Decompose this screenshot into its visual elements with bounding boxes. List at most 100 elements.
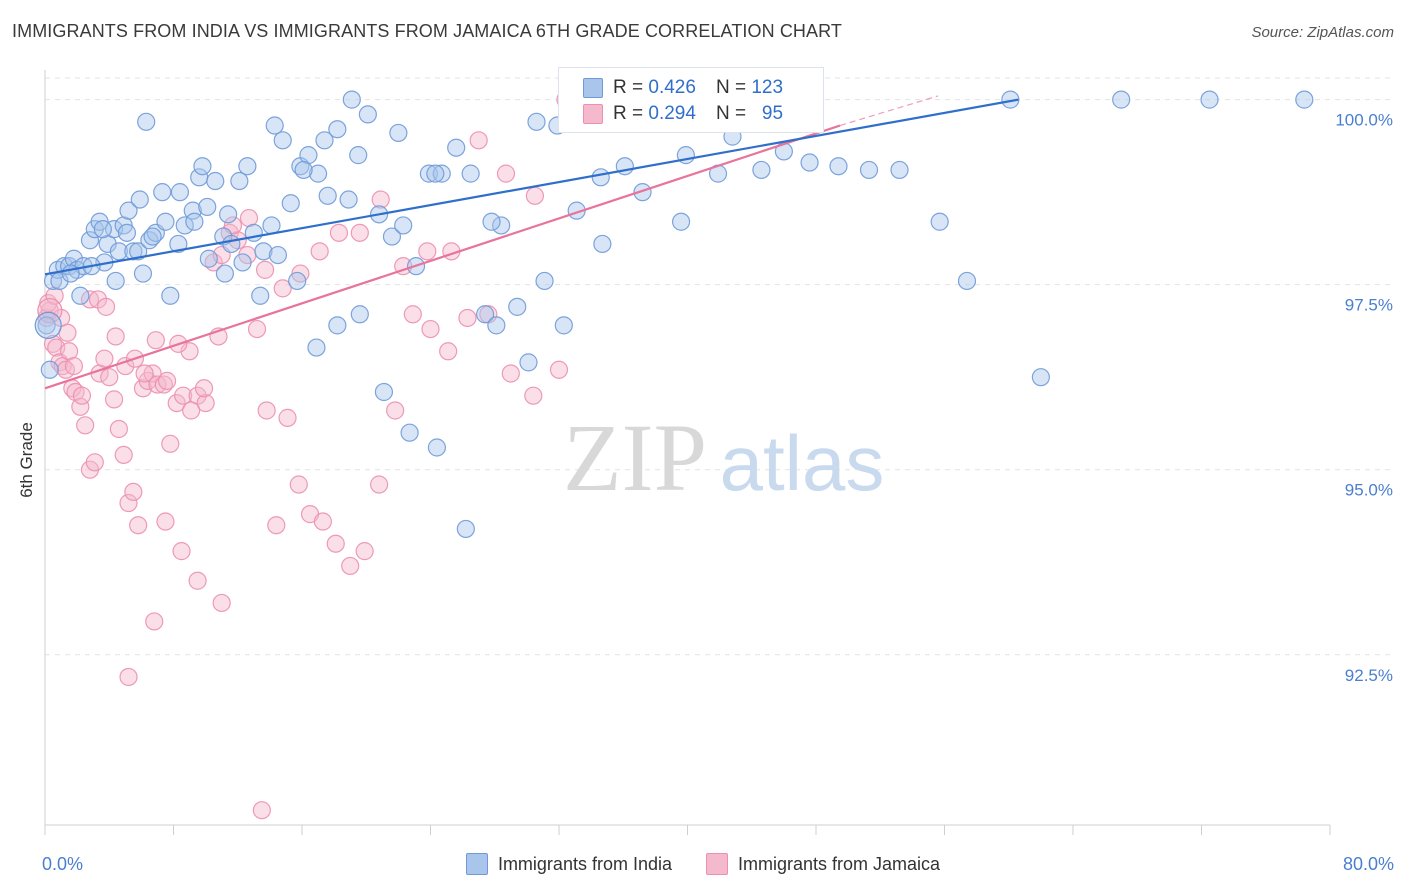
jamaica-point — [106, 327, 125, 346]
jamaica-point — [157, 371, 177, 390]
india-point — [890, 160, 909, 180]
jamaica-point — [109, 419, 128, 439]
india-point — [859, 160, 879, 180]
india-point — [206, 171, 225, 191]
jamaica-r-label: R = — [613, 103, 644, 124]
india-point — [328, 316, 347, 335]
jamaica-point — [146, 331, 165, 350]
jamaica-n-label: N = — [715, 103, 747, 124]
india-point — [318, 186, 337, 205]
jamaica-point — [278, 408, 297, 427]
legend-jamaica-swatch — [706, 853, 728, 875]
jamaica-trend-extension — [839, 95, 939, 127]
india-trend-line — [44, 98, 1019, 276]
bottom-legend: Immigrants from India Immigrants from Ja… — [0, 851, 1406, 877]
india-point — [198, 197, 217, 217]
jamaica-point — [145, 612, 164, 631]
india-point — [394, 216, 413, 235]
india-point — [342, 90, 361, 109]
jamaica-point — [161, 434, 180, 453]
jamaica-point — [439, 342, 458, 361]
jamaica-trend-line — [44, 124, 841, 390]
jamaica-point — [313, 512, 332, 531]
y-tick-label: 95.0% — [1345, 481, 1393, 500]
india-point — [219, 205, 238, 224]
stats-row-india: R = 0.426 N = 123 — [583, 75, 783, 101]
india-point — [64, 249, 84, 268]
watermark-atlas: atlas — [720, 419, 885, 507]
india-point — [143, 227, 162, 246]
legend-india-swatch — [465, 853, 488, 875]
jamaica-point — [247, 319, 267, 339]
series-india — [34, 90, 1314, 539]
legend-item-india[interactable]: Immigrants from India — [465, 851, 672, 877]
india-point — [119, 201, 138, 220]
jamaica-point — [386, 401, 405, 420]
jamaica-point — [267, 516, 286, 535]
india-point — [153, 183, 172, 202]
jamaica-point — [341, 556, 360, 576]
jamaica-point — [418, 242, 437, 261]
series-jamaica — [37, 90, 604, 820]
jamaica-point — [182, 401, 201, 420]
jamaica-point — [96, 297, 116, 316]
india-point — [829, 157, 848, 176]
india-point — [432, 164, 451, 183]
india-point — [389, 123, 408, 143]
india-point — [519, 353, 538, 372]
india-point — [447, 138, 466, 157]
jamaica-point — [119, 493, 138, 513]
jamaica-n-value: 95 — [761, 103, 784, 124]
india-point — [117, 223, 137, 242]
india-point — [461, 164, 480, 183]
india-point — [315, 131, 334, 150]
jamaica-point — [289, 475, 308, 494]
india-point — [633, 183, 652, 202]
jamaica-point — [257, 401, 276, 420]
india-point — [1200, 90, 1219, 109]
legend-item-jamaica[interactable]: Immigrants from Jamaica — [706, 851, 940, 877]
jamaica-point — [403, 305, 422, 324]
india-point — [339, 190, 358, 209]
jamaica-point — [501, 364, 520, 383]
jamaica-point — [114, 445, 133, 465]
jamaica-point — [469, 131, 488, 150]
jamaica-point — [421, 319, 440, 339]
india-swatch — [583, 78, 603, 98]
india-n-value: 123 — [751, 77, 784, 98]
india-point — [426, 164, 445, 183]
jamaica-point — [76, 416, 95, 435]
india-point — [476, 305, 495, 324]
india-point — [137, 112, 156, 131]
jamaica-point — [355, 542, 374, 561]
india-point — [400, 423, 419, 442]
india-point — [130, 190, 149, 209]
india-point — [1295, 90, 1314, 109]
india-point — [185, 212, 204, 231]
jamaica-point — [129, 516, 148, 535]
india-point — [109, 242, 128, 261]
india-point — [175, 216, 194, 235]
watermark-zip: ZIP — [563, 404, 707, 511]
india-point — [233, 253, 252, 272]
india-point — [752, 160, 771, 180]
jamaica-point — [116, 356, 135, 376]
india-point — [80, 231, 100, 250]
india-point — [288, 271, 307, 291]
jamaica-point — [212, 593, 231, 613]
india-point — [170, 183, 190, 202]
y-tick-label: 97.5% — [1345, 296, 1393, 315]
india-point — [527, 112, 546, 131]
india-point — [273, 131, 292, 150]
india-point — [254, 242, 273, 261]
india-point — [265, 116, 284, 135]
india-point — [262, 216, 281, 235]
india-point — [554, 316, 573, 335]
india-point — [294, 160, 313, 180]
jamaica-point — [85, 453, 104, 472]
jamaica-point — [188, 571, 207, 590]
india-n-label: N = — [715, 77, 747, 98]
jamaica-point — [196, 393, 215, 413]
jamaica-point — [310, 242, 329, 261]
jamaica-point — [156, 512, 175, 531]
